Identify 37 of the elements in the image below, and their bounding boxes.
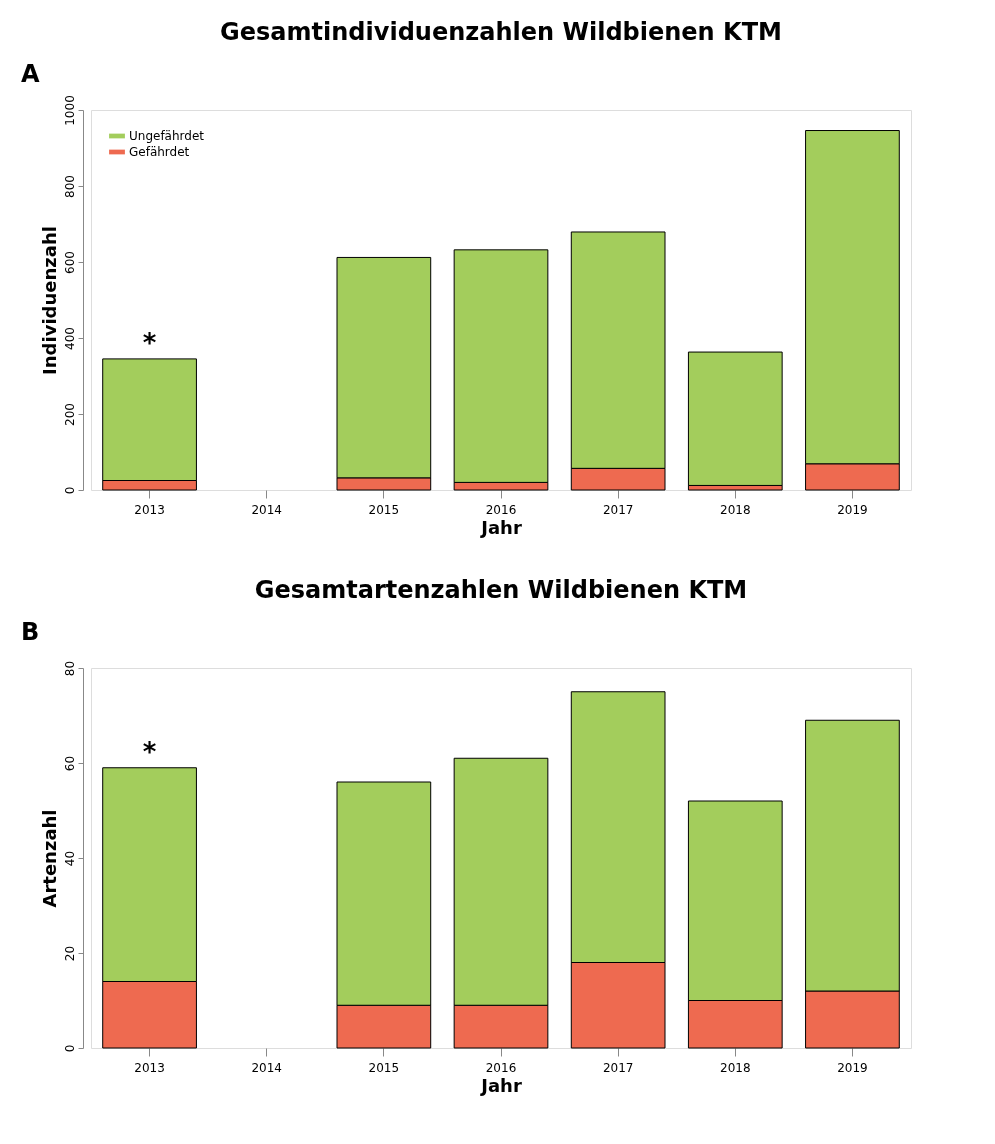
y-tick-label: 20 [62, 945, 77, 962]
y-tick-label: 80 [62, 660, 77, 677]
text: A [21, 60, 40, 88]
x-tick-label: 2016 [485, 502, 517, 517]
annotation: * [142, 327, 157, 358]
y-axis-title: Artenzahl [38, 809, 60, 908]
legend-label: Ungefährdet [129, 129, 205, 143]
x-tick-label: 2018 [720, 1060, 751, 1075]
y-tick-label: 60 [62, 755, 77, 772]
x-tick-label: 2019 [837, 1060, 868, 1075]
chart-title: Gesamtindividuenzahlen Wildbienen KTM [220, 18, 782, 46]
x-axis-title: Jahr [479, 1074, 522, 1096]
x-tick-label: 2015 [368, 502, 400, 517]
legend-label: Gefährdet [129, 145, 190, 159]
x-tick-label: 2013 [134, 502, 165, 517]
y-tick-label: 200 [62, 403, 77, 426]
y-tick-label: 0 [62, 1044, 77, 1053]
annotation: * [142, 736, 157, 767]
x-tick-label: 2019 [837, 502, 868, 517]
x-tick-label: 2013 [134, 1060, 165, 1075]
y-tick-label: 600 [62, 251, 77, 274]
chart-title: Gesamtartenzahlen Wildbienen KTM [254, 576, 748, 604]
x-tick-label: 2018 [720, 502, 751, 517]
x-tick-label: 2014 [251, 502, 282, 517]
y-tick-label: 40 [62, 850, 77, 867]
y-tick-label: 1000 [62, 95, 77, 126]
x-tick-label: 2016 [485, 1060, 517, 1075]
y-tick-label: 400 [62, 327, 77, 350]
x-tick-label: 2017 [602, 502, 634, 517]
y-tick-label: 800 [62, 175, 77, 198]
y-tick-label: 0 [62, 486, 77, 495]
x-tick-label: 2014 [251, 1060, 282, 1075]
y-axis-title: Individuenzahl [38, 226, 60, 375]
text: B [21, 618, 40, 646]
x-tick-label: 2017 [602, 1060, 634, 1075]
x-tick-label: 2015 [368, 1060, 400, 1075]
x-axis-title: Jahr [479, 516, 522, 538]
